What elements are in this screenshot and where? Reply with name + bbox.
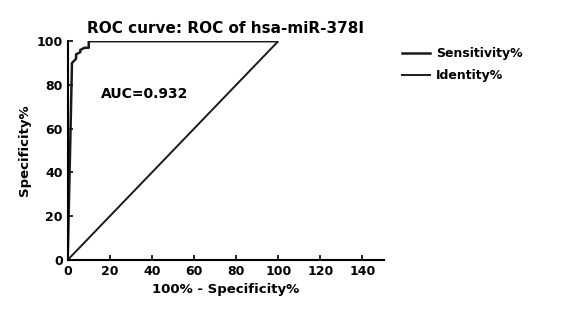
Legend: Sensitivity%, Identity%: Sensitivity%, Identity% <box>402 48 523 82</box>
X-axis label: 100% - Specificity%: 100% - Specificity% <box>152 283 299 296</box>
Text: AUC=0.932: AUC=0.932 <box>102 87 189 101</box>
Title: ROC curve: ROC of hsa-miR-378I: ROC curve: ROC of hsa-miR-378I <box>87 21 364 36</box>
Y-axis label: Specificity%: Specificity% <box>18 105 31 197</box>
